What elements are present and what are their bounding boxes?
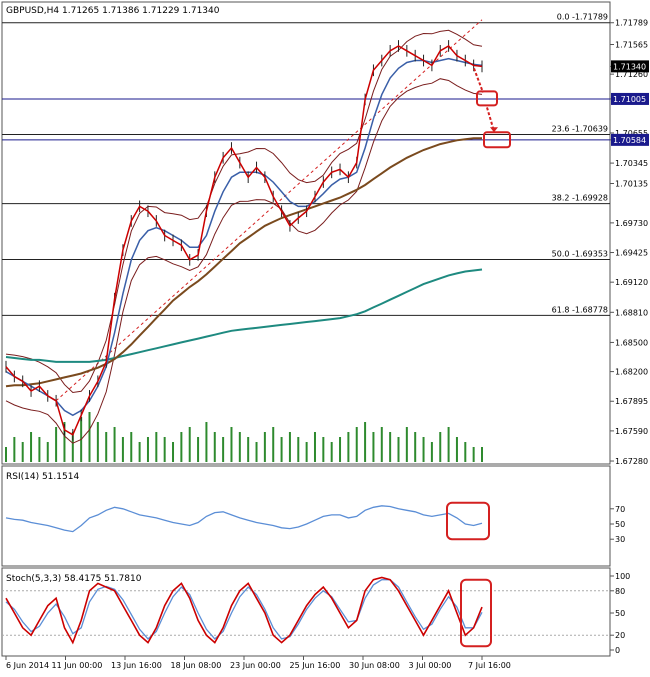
current-price-tag bbox=[611, 60, 649, 73]
fib-level-label: 50.0 -1.69353 bbox=[552, 250, 608, 259]
moving-average-teal bbox=[5, 268, 483, 363]
time-axis-label: 11 Jun 00:00 bbox=[52, 661, 103, 670]
stoch-main-line bbox=[5, 576, 483, 645]
stoch-signal-line bbox=[5, 579, 483, 640]
support-price-label: 1.71005 bbox=[613, 95, 646, 104]
support-price-tag bbox=[611, 133, 649, 146]
time-axis-label: 18 Jun 08:00 bbox=[171, 661, 222, 670]
price-axis-tick-label: 1.70345 bbox=[615, 159, 648, 168]
target-box-2 bbox=[483, 131, 511, 149]
price-axis-tick-label: 1.68810 bbox=[615, 308, 648, 317]
bollinger-upper-band bbox=[5, 29, 483, 394]
support-price-tag bbox=[611, 92, 649, 105]
stoch-axis-tick-label: 0 bbox=[615, 646, 620, 655]
price-axis-tick-label: 1.71789 bbox=[615, 19, 648, 28]
price-axis-tick-label: 1.69425 bbox=[615, 249, 648, 258]
price-axis-tick-label: 1.68200 bbox=[615, 368, 648, 377]
trend-channel-line bbox=[55, 19, 483, 402]
time-axis-label: 30 Jun 08:00 bbox=[349, 661, 400, 670]
price-axis-tick-label: 1.69730 bbox=[615, 219, 648, 228]
time-axis-label: 23 Jun 00:00 bbox=[230, 661, 281, 670]
fib-level-label: 61.8 -1.68778 bbox=[552, 305, 608, 314]
price-axis-tick-label: 1.67895 bbox=[615, 397, 648, 406]
support-price-label: 1.70584 bbox=[613, 136, 646, 145]
price-axis-tick-label: 1.67280 bbox=[615, 457, 648, 466]
current-price-label: 1.71340 bbox=[613, 62, 646, 71]
time-axis-label: 6 Jun 2014 bbox=[6, 661, 49, 670]
time-axis-label: 25 Jun 16:00 bbox=[290, 661, 341, 670]
fib-level-label: 23.6 -1.70639 bbox=[552, 125, 608, 134]
time-axis-label: 7 Jul 16:00 bbox=[468, 661, 511, 670]
rsi-axis-tick-label: 70 bbox=[615, 505, 625, 514]
price-axis-tick-label: 1.70655 bbox=[615, 129, 648, 138]
time-axis-label: 13 Jun 16:00 bbox=[111, 661, 162, 670]
target-box-1 bbox=[476, 90, 498, 107]
rsi-title: RSI(14) 51.1514 bbox=[6, 472, 79, 482]
stoch-axis-tick-label: 80 bbox=[615, 587, 625, 596]
forecast-arrow-head bbox=[490, 127, 498, 133]
rsi-series-group bbox=[5, 501, 490, 541]
rsi-line bbox=[5, 505, 483, 533]
axis-labels-group: 1.71789 1.71565 1.713401.71260 1.71005 1.706… bbox=[5, 19, 649, 670]
price-axis-tick-label: 1.68500 bbox=[615, 338, 648, 347]
stoch-panel bbox=[1, 567, 611, 657]
price-line bbox=[5, 45, 483, 436]
stoch-title: Stoch(5,3,3) 58.4175 51.7810 bbox=[6, 574, 142, 584]
fib-level-label: 38.2 -1.69928 bbox=[552, 194, 608, 203]
price-axis-tick-label: 1.71260 bbox=[615, 70, 648, 79]
rsi-axis-tick-label: 30 bbox=[615, 535, 625, 544]
rsi-highlight-box bbox=[446, 501, 490, 541]
price-axis-tick-label: 1.67590 bbox=[615, 427, 648, 436]
price-series-group: 0.0 -1.71789 23.6 -1.70639 38.2 -1.69928 50… bbox=[2, 13, 610, 462]
stoch-highlight-box bbox=[460, 578, 492, 648]
forecast-arrow-1 bbox=[473, 68, 484, 93]
stoch-series-group bbox=[2, 576, 610, 648]
rsi-panel bbox=[1, 465, 611, 567]
stoch-axis-tick-label: 100 bbox=[615, 572, 630, 581]
stoch-axis-tick-label: 20 bbox=[615, 631, 625, 640]
fib-level-label: 0.0 -1.71789 bbox=[557, 13, 608, 22]
stoch-axis-tick-label: 50 bbox=[615, 609, 625, 618]
price-axis-tick-label: 1.71565 bbox=[615, 41, 648, 50]
price-axis-tick-label: 1.70135 bbox=[615, 180, 648, 189]
price-chart-title: GBPUSD,H4 1.71265 1.71386 1.71229 1.7134… bbox=[6, 6, 220, 16]
moving-average-brown bbox=[5, 137, 482, 388]
time-axis-label: 3 Jul 00:00 bbox=[409, 661, 452, 670]
rsi-axis-tick-label: 50 bbox=[615, 520, 625, 529]
price-axis-tick-label: 1.69120 bbox=[615, 278, 648, 287]
bollinger-lower-band bbox=[5, 78, 483, 444]
